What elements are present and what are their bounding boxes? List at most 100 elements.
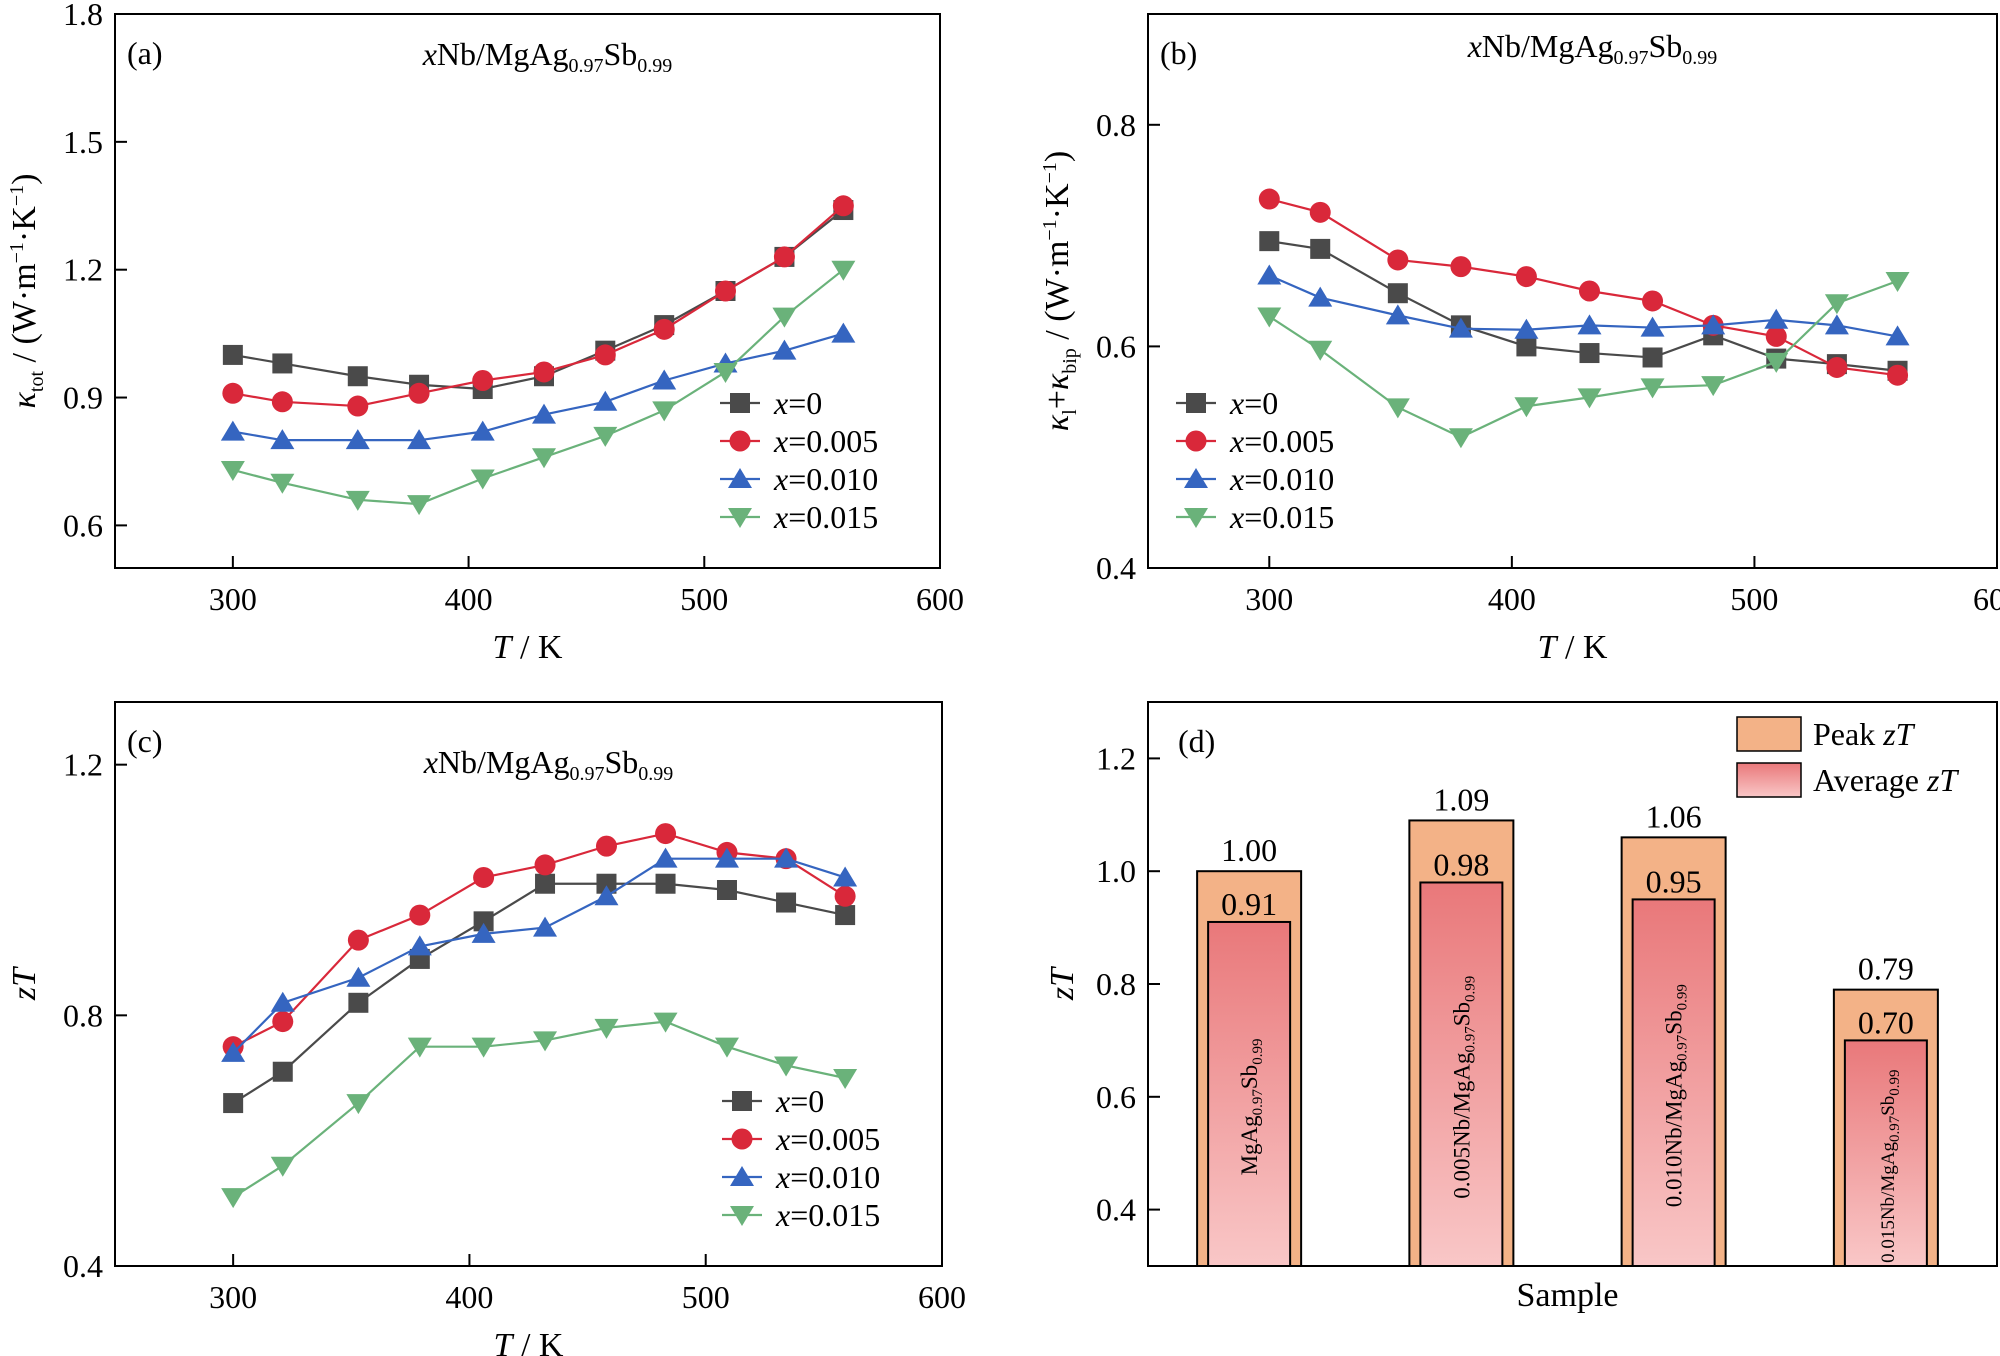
- y-tick-label: 0.6: [1096, 328, 1136, 364]
- data-point: [776, 892, 797, 913]
- data-point: [1824, 314, 1849, 335]
- data-point: [594, 1018, 619, 1039]
- text-part: / (W·m: [1039, 241, 1076, 349]
- peak-value-label: 1.06: [1646, 798, 1702, 834]
- panel-title: xNb/MgAg0.97Sb0.99: [422, 36, 673, 77]
- data-point: [1515, 266, 1537, 288]
- average-value-label: 0.91: [1221, 886, 1277, 922]
- data-point: [1642, 347, 1663, 368]
- text-part: / K: [1556, 629, 1607, 666]
- data-point: [535, 873, 556, 894]
- panel-label: (d): [1178, 723, 1215, 759]
- text-part: 0.99: [1250, 1039, 1266, 1065]
- x-tick-label: 500: [680, 581, 728, 617]
- data-point: [1514, 318, 1539, 339]
- legend-label: x=0.010: [773, 461, 878, 497]
- average-value-label: 0.95: [1646, 863, 1702, 899]
- data-point: [1640, 316, 1665, 337]
- data-point: [1764, 352, 1789, 373]
- text-part: ·K: [1039, 183, 1076, 219]
- text-part: =0: [790, 1083, 824, 1119]
- data-point: [347, 929, 369, 951]
- data-point: [470, 420, 495, 441]
- text-part: =0.005: [1244, 423, 1334, 459]
- text-part: ): [1039, 151, 1076, 162]
- legend-marker: [1184, 468, 1208, 488]
- panel-title: xNb/MgAg0.97Sb0.99: [423, 744, 674, 785]
- peak-value-label: 0.79: [1858, 951, 1914, 987]
- data-point: [833, 1069, 858, 1089]
- data-point: [345, 490, 370, 511]
- data-point: [596, 873, 617, 894]
- text-part: zT: [1882, 716, 1915, 752]
- data-point: [471, 1037, 496, 1058]
- sample-name: 0.005Nb/MgAg0.97Sb0.99: [1449, 976, 1478, 1199]
- legend-marker: [1184, 508, 1208, 528]
- text-part: x: [1229, 385, 1244, 421]
- data-point: [220, 460, 245, 481]
- text-part: =0.010: [788, 461, 878, 497]
- text-part: x: [775, 1159, 790, 1195]
- text-part: 0.99: [1462, 976, 1478, 1002]
- text-part: x: [422, 36, 437, 72]
- average-bar: [1631, 898, 1716, 1268]
- data-point: [272, 353, 293, 374]
- x-tick-label: 600: [1973, 581, 2000, 617]
- x-tick-label: 400: [1488, 581, 1536, 617]
- legend-label: x=0.010: [1229, 461, 1334, 497]
- data-point: [409, 904, 431, 926]
- text-part: zT: [1044, 966, 1081, 1001]
- data-point: [532, 448, 556, 469]
- average-value-label: 0.70: [1858, 1004, 1914, 1040]
- legend-label: x=0.005: [775, 1121, 880, 1157]
- legend-swatch: [1736, 716, 1802, 752]
- data-point: [270, 991, 295, 1012]
- data-point: [1885, 325, 1910, 346]
- y-tick-label: 1.2: [63, 747, 103, 783]
- x-axis-label: T / K: [493, 629, 563, 666]
- data-point: [1577, 388, 1602, 409]
- legend-label: x=0: [773, 385, 822, 421]
- data-point: [772, 307, 797, 328]
- x-tick-label: 300: [209, 581, 257, 617]
- series-line: [232, 268, 845, 506]
- data-point: [346, 1094, 371, 1115]
- data-point: [652, 401, 677, 422]
- text-part: =0: [1244, 385, 1278, 421]
- text-part: x: [1229, 499, 1244, 535]
- text-part: x: [773, 385, 788, 421]
- data-point: [407, 429, 432, 450]
- text-part: x: [1229, 423, 1244, 459]
- data-point: [655, 873, 676, 894]
- text-part: x: [1229, 461, 1244, 497]
- text-part: T: [493, 629, 514, 666]
- data-point: [714, 1037, 739, 1058]
- panel-d: 0.40.60.81.01.2 (d)SamplezT1.000.91MgAg0.…: [1044, 701, 1998, 1314]
- y-axis-label: κtot / (W·m−1·K−1): [6, 174, 48, 409]
- y-tick-label: 1.2: [63, 252, 103, 288]
- text-part: Average: [1813, 762, 1927, 798]
- data-point: [1577, 314, 1602, 335]
- y-tick-label: 1.2: [1096, 740, 1136, 776]
- legend-marker: [728, 508, 752, 528]
- text-part: =0.015: [1244, 499, 1334, 535]
- data-point: [1765, 325, 1787, 347]
- panel-label: (a): [127, 35, 163, 71]
- average-value-label: 0.98: [1433, 846, 1489, 882]
- text-part: x: [773, 461, 788, 497]
- data-point: [272, 1011, 294, 1033]
- legend-label: x=0.015: [773, 499, 878, 535]
- data-point: [774, 1056, 799, 1077]
- average-bar: [1207, 920, 1292, 1268]
- plot-frame: [114, 701, 943, 1267]
- y-tick-label: 0.9: [63, 380, 103, 416]
- data-point: [593, 390, 618, 411]
- y-tick-label: 0.4: [63, 1248, 103, 1284]
- plot-frame: [1147, 13, 1998, 569]
- data-point: [1764, 308, 1789, 329]
- data-point: [223, 1093, 244, 1114]
- text-part: T: [494, 1327, 515, 1356]
- y-tick-label: 0.4: [1096, 1192, 1136, 1228]
- data-point: [407, 935, 432, 956]
